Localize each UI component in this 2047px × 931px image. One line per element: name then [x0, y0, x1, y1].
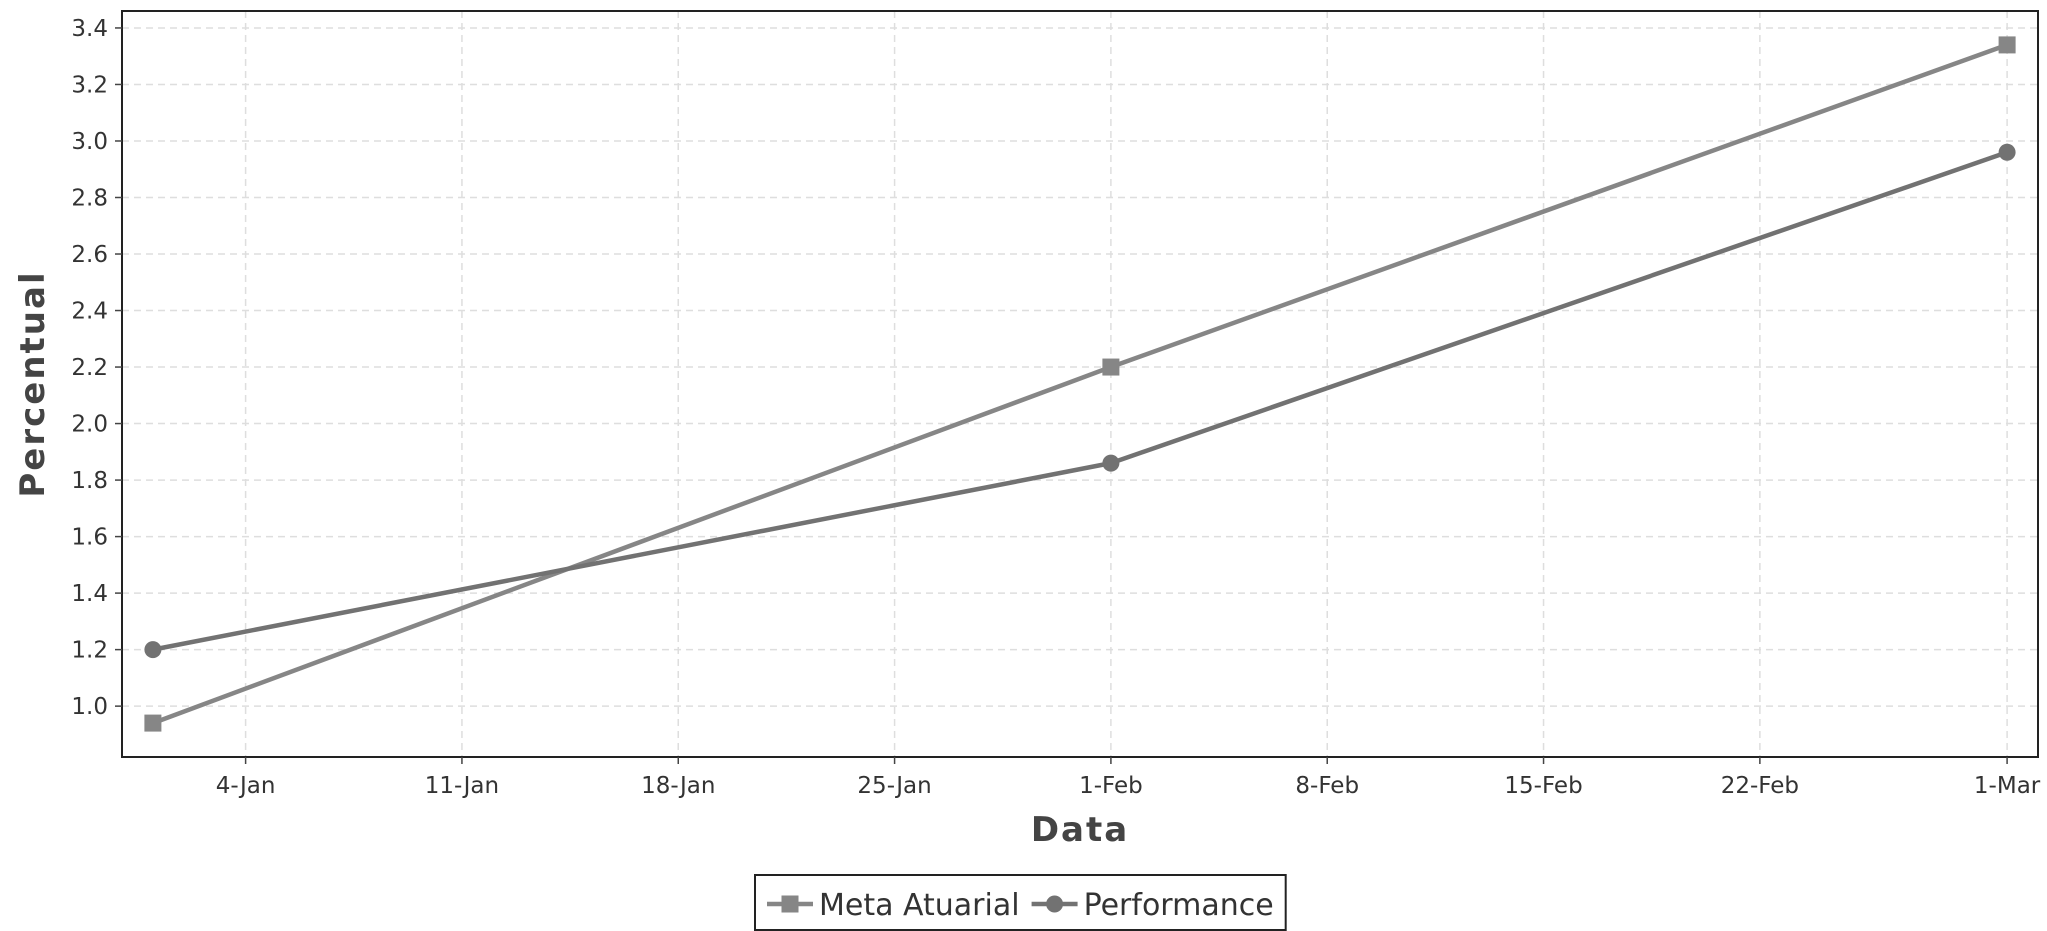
y-tick-label: 3.0 [71, 129, 108, 155]
x-tick-label: 11-Jan [425, 773, 499, 799]
data-point [1998, 36, 2016, 54]
legend-label: Performance [1084, 888, 1274, 923]
y-tick-label: 1.8 [71, 468, 108, 494]
y-tick-label: 2.2 [71, 355, 108, 381]
plot-area [121, 10, 2039, 758]
x-tick-label: 1-Feb [1079, 773, 1143, 799]
x-tick-label: 22-Feb [1721, 773, 1799, 799]
series-layer [144, 36, 2016, 732]
y-tick-label: 1.2 [71, 638, 108, 664]
y-tick-label: 1.4 [71, 581, 108, 607]
y-axis: 1.0 1.2 1.4 1.6 1.8 2.0 2.2 2.4 2.6 2.8 3.0 3.2 3.4 [71, 16, 122, 720]
legend-label: Meta Atuarial [819, 888, 1020, 923]
legend-item: Performance [1031, 888, 1274, 923]
y-tick-label: 2.0 [71, 412, 108, 438]
y-tick-label: 1.0 [71, 694, 108, 720]
x-tick-label: 1-Mar [1974, 773, 2041, 799]
x-axis: 4-Jan 11-Jan 18-Jan 25-Jan 1-Feb 8-Feb 15-Feb 2… [216, 757, 2041, 799]
y-tick-label: 2.6 [71, 242, 108, 268]
y-tick-label: 2.8 [71, 186, 108, 212]
y-tick-label: 1.6 [71, 525, 108, 551]
data-point [1998, 143, 2016, 161]
series-line [150, 42, 2010, 726]
legend-marker [1046, 895, 1064, 913]
x-tick-label: 15-Feb [1504, 773, 1582, 799]
legend-box [754, 874, 1287, 931]
series-0 [144, 36, 2016, 732]
y-tick-label: 3.2 [71, 72, 108, 98]
y-tick-label: 3.4 [71, 16, 108, 42]
legend: Meta Atuarial Performance [754, 874, 1287, 931]
legend-marker [781, 895, 799, 913]
series-line [150, 150, 2010, 652]
x-axis-title: Data [1031, 810, 1129, 850]
series-1 [144, 143, 2016, 659]
data-point [144, 641, 162, 659]
x-tick-label: 4-Jan [216, 773, 276, 799]
data-point [1102, 358, 1120, 376]
legend-item: Meta Atuarial [767, 888, 1020, 923]
x-tick-label: 18-Jan [641, 773, 715, 799]
y-axis-title: Percentual [13, 270, 53, 497]
data-point [1102, 454, 1120, 472]
data-point [144, 714, 162, 732]
legend-items: Meta Atuarial Performance [767, 888, 1274, 923]
y-tick-label: 2.4 [71, 299, 108, 325]
x-tick-label: 8-Feb [1295, 773, 1359, 799]
x-tick-label: 25-Jan [857, 773, 931, 799]
grid-lines [122, 11, 2038, 757]
